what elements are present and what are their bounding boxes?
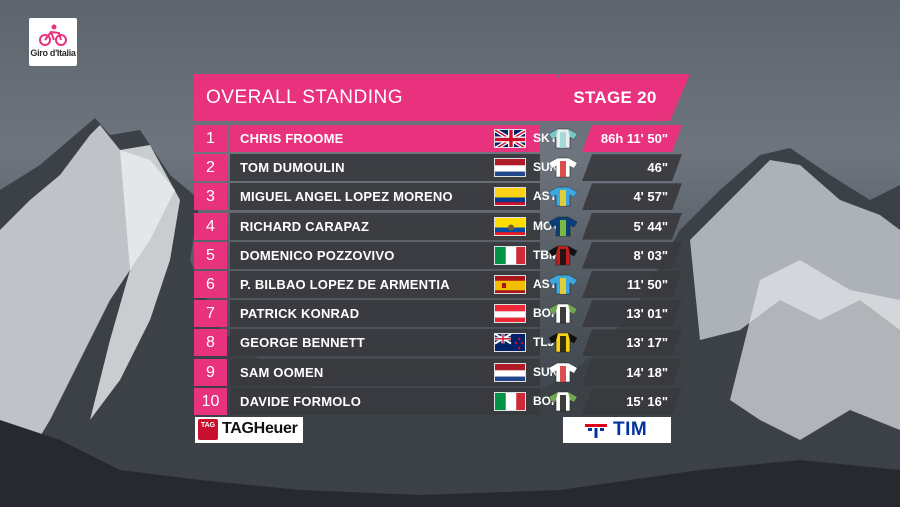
country-flag-icon <box>494 333 526 353</box>
rider-name: GEORGE BENNETT <box>240 335 365 351</box>
rider-name: PATRICK KONRAD <box>240 306 360 322</box>
rank-number: 8 <box>194 329 227 357</box>
rider-name: RICHARD CARAPAZ <box>240 218 370 234</box>
gap-time-box: 86h 11' 50" <box>582 125 682 152</box>
gap-time-box: 4' 57" <box>582 183 682 211</box>
gap-time: 86h 11' 50" <box>600 131 668 146</box>
country-flag-icon <box>494 187 526 207</box>
gap-time-box: 5' 44" <box>582 212 682 240</box>
standings-row: 4 RICHARD CARAPAZ MOV 5' 44" <box>194 212 694 240</box>
tagheuer-logo-mark: TAG <box>198 419 218 440</box>
gap-time: 13' 17" <box>626 335 668 351</box>
rider-info: PATRICK KONRAD BOH <box>230 300 560 328</box>
rider-name: MIGUEL ANGEL LOPEZ MORENO <box>240 189 453 205</box>
team-jersey-icon <box>548 391 578 412</box>
standings-header: OVERALL STANDING <box>194 74 558 121</box>
gap-time: 14' 18" <box>626 364 668 380</box>
country-flag-icon <box>494 216 526 236</box>
rider-name: TOM DUMOULIN <box>240 160 345 176</box>
country-flag-icon <box>494 275 526 294</box>
gap-time: 11' 50" <box>626 277 668 292</box>
team-jersey-icon <box>548 274 578 295</box>
rider-name: CHRIS FROOME <box>240 131 344 146</box>
stage-header: STAGE 20 <box>540 74 690 121</box>
country-flag-icon <box>494 158 526 178</box>
rank-number: 9 <box>194 358 227 386</box>
rider-info: TOM DUMOULIN SUN <box>230 154 558 182</box>
team-jersey-icon <box>548 245 578 266</box>
team-jersey-icon <box>548 128 578 149</box>
gap-time: 5' 44" <box>633 218 668 234</box>
standings-row: 9 SAM OOMEN SUN 14' 18" <box>194 358 694 386</box>
country-flag-icon <box>494 362 526 382</box>
rider-name: DOMENICO POZZOVIVO <box>240 247 395 263</box>
country-flag-icon <box>494 129 526 148</box>
tagheuer-sponsor: TAG TAGHeuer <box>195 417 303 443</box>
logo-text: Giro d'Italia <box>30 48 76 58</box>
rank-number: 4 <box>194 212 227 240</box>
gap-time: 46" <box>647 160 668 176</box>
gap-time: 13' 01" <box>626 306 668 322</box>
rider-info: DOMENICO POZZOVIVO TBM <box>230 241 559 269</box>
standings-row: 5 DOMENICO POZZOVIVO TBM 8' 03" <box>194 241 694 269</box>
standings-row: 6 P. BILBAO LOPEZ DE ARMENTIA AST 11' 50" <box>194 271 694 298</box>
rider-info: P. BILBAO LOPEZ DE ARMENTIA AST <box>230 271 557 298</box>
team-jersey-icon <box>548 216 578 237</box>
gap-time-box: 13' 01" <box>582 300 682 328</box>
rider-info: CHRIS FROOME SKY <box>230 125 558 152</box>
gap-time-box: 46" <box>582 154 682 182</box>
country-flag-icon <box>494 391 526 411</box>
cyclist-icon <box>39 24 67 46</box>
gap-time-box: 15' 16" <box>582 387 682 415</box>
rank-number: 3 <box>194 183 227 211</box>
rank-number: 6 <box>194 271 227 298</box>
rider-name: P. BILBAO LOPEZ DE ARMENTIA <box>240 277 450 292</box>
standings-row: 8 GEORGE BENNETT TLJ 13' 17" <box>194 329 694 357</box>
gap-time-box: 8' 03" <box>582 241 682 269</box>
tagheuer-label: TAGHeuer <box>222 420 298 437</box>
rider-name: DAVIDE FORMOLO <box>240 393 361 409</box>
stage-label: STAGE 20 <box>573 88 657 107</box>
tim-sponsor: TIM <box>563 417 671 443</box>
team-jersey-icon <box>548 303 578 324</box>
team-jersey-icon <box>548 332 578 353</box>
giro-logo: Giro d'Italia <box>29 18 77 66</box>
rider-name: SAM OOMEN <box>240 364 324 380</box>
rider-info: RICHARD CARAPAZ MOV <box>230 212 560 240</box>
rank-number: 5 <box>194 241 227 269</box>
team-jersey-icon <box>548 157 578 178</box>
standings-row: 2 TOM DUMOULIN SUN 46" <box>194 154 694 182</box>
standings-title: OVERALL STANDING <box>206 87 403 108</box>
rank-number: 1 <box>194 125 227 152</box>
rider-info: DAVIDE FORMOLO BOH <box>230 387 560 415</box>
gap-time-box: 11' 50" <box>582 271 682 298</box>
gap-time: 15' 16" <box>626 393 668 409</box>
rank-number: 7 <box>194 300 227 328</box>
rank-number: 2 <box>194 154 227 182</box>
rider-info: MIGUEL ANGEL LOPEZ MORENO AST <box>230 183 557 211</box>
country-flag-icon <box>494 304 526 324</box>
tim-logo-icon <box>585 424 607 438</box>
rank-number: 10 <box>194 387 227 415</box>
standings-row: 3 MIGUEL ANGEL LOPEZ MORENO AST 4' 57" <box>194 183 694 211</box>
gap-time-box: 13' 17" <box>582 329 682 357</box>
standings-row: 10 DAVIDE FORMOLO BOH 15' 16" <box>194 387 694 415</box>
rider-info: GEORGE BENNETT TLJ <box>230 329 554 357</box>
standings-row: 1 CHRIS FROOME SKY 86h 11' 50" <box>194 125 694 152</box>
gap-time-box: 14' 18" <box>582 358 682 386</box>
team-jersey-icon <box>548 362 578 383</box>
gap-time: 4' 57" <box>633 189 668 205</box>
rider-info: SAM OOMEN SUN <box>230 358 558 386</box>
country-flag-icon <box>494 245 526 265</box>
team-jersey-icon <box>548 186 578 207</box>
tim-label: TIM <box>613 419 648 440</box>
standings-row: 7 PATRICK KONRAD BOH 13' 01" <box>194 300 694 328</box>
gap-time: 8' 03" <box>633 247 668 263</box>
